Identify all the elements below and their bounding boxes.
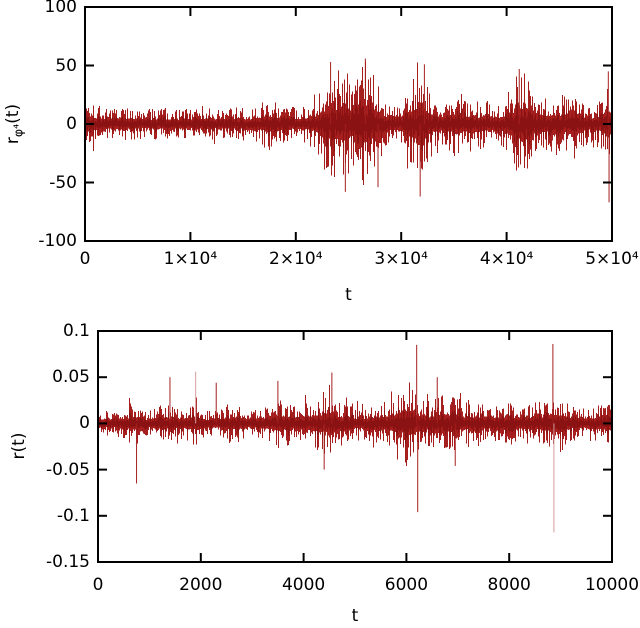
x-tick-label-bottom: 8000 (487, 575, 531, 595)
x-tick-label-bottom: 2000 (179, 575, 223, 595)
x-tick-label-bottom: 4000 (281, 575, 326, 595)
x-tick-label-bottom: 10000 (584, 575, 640, 595)
x-tick-label-top: 4×10⁴ (479, 249, 534, 269)
y-tick-label-top: 50 (55, 55, 77, 76)
y-tick-label-top: -100 (38, 231, 77, 251)
y-axis-label-top-base: r (3, 137, 23, 145)
y-tick-label-top: -50 (49, 172, 77, 193)
plot-frame-top (84, 6, 613, 242)
x-tick-label-top: 2×10⁴ (269, 249, 323, 269)
y-tick-label-bottom: -0.15 (46, 552, 90, 572)
y-axis-label-bottom-base: r (9, 452, 29, 460)
x-tick-label-top: 5×10⁴ (585, 249, 639, 269)
y-tick-label-bottom: 0.1 (62, 321, 90, 341)
x-tick-label-top: 0 (79, 249, 91, 269)
y-tick-label-top: 100 (44, 0, 77, 17)
x-tick-label-bottom: 6000 (384, 575, 429, 595)
plot-frame-bottom (97, 330, 613, 563)
y-axis-label-bottom-rest: (t) (9, 432, 29, 453)
y-tick-label-bottom: -0.05 (46, 459, 90, 480)
x-tick-label-bottom: 0 (92, 575, 104, 595)
x-axis-label-top: t (345, 285, 352, 305)
x-axis-label-bottom: t (351, 606, 359, 626)
y-tick-label-bottom: 0.05 (52, 367, 90, 388)
y-tick-label-bottom: -0.1 (56, 505, 90, 526)
y-tick-label-top: 0 (66, 114, 77, 134)
x-tick-label-top: 1×10⁴ (163, 249, 218, 269)
y-tick-label-bottom: 0 (79, 413, 90, 434)
x-tick-label-top: 3×10⁴ (374, 249, 428, 269)
